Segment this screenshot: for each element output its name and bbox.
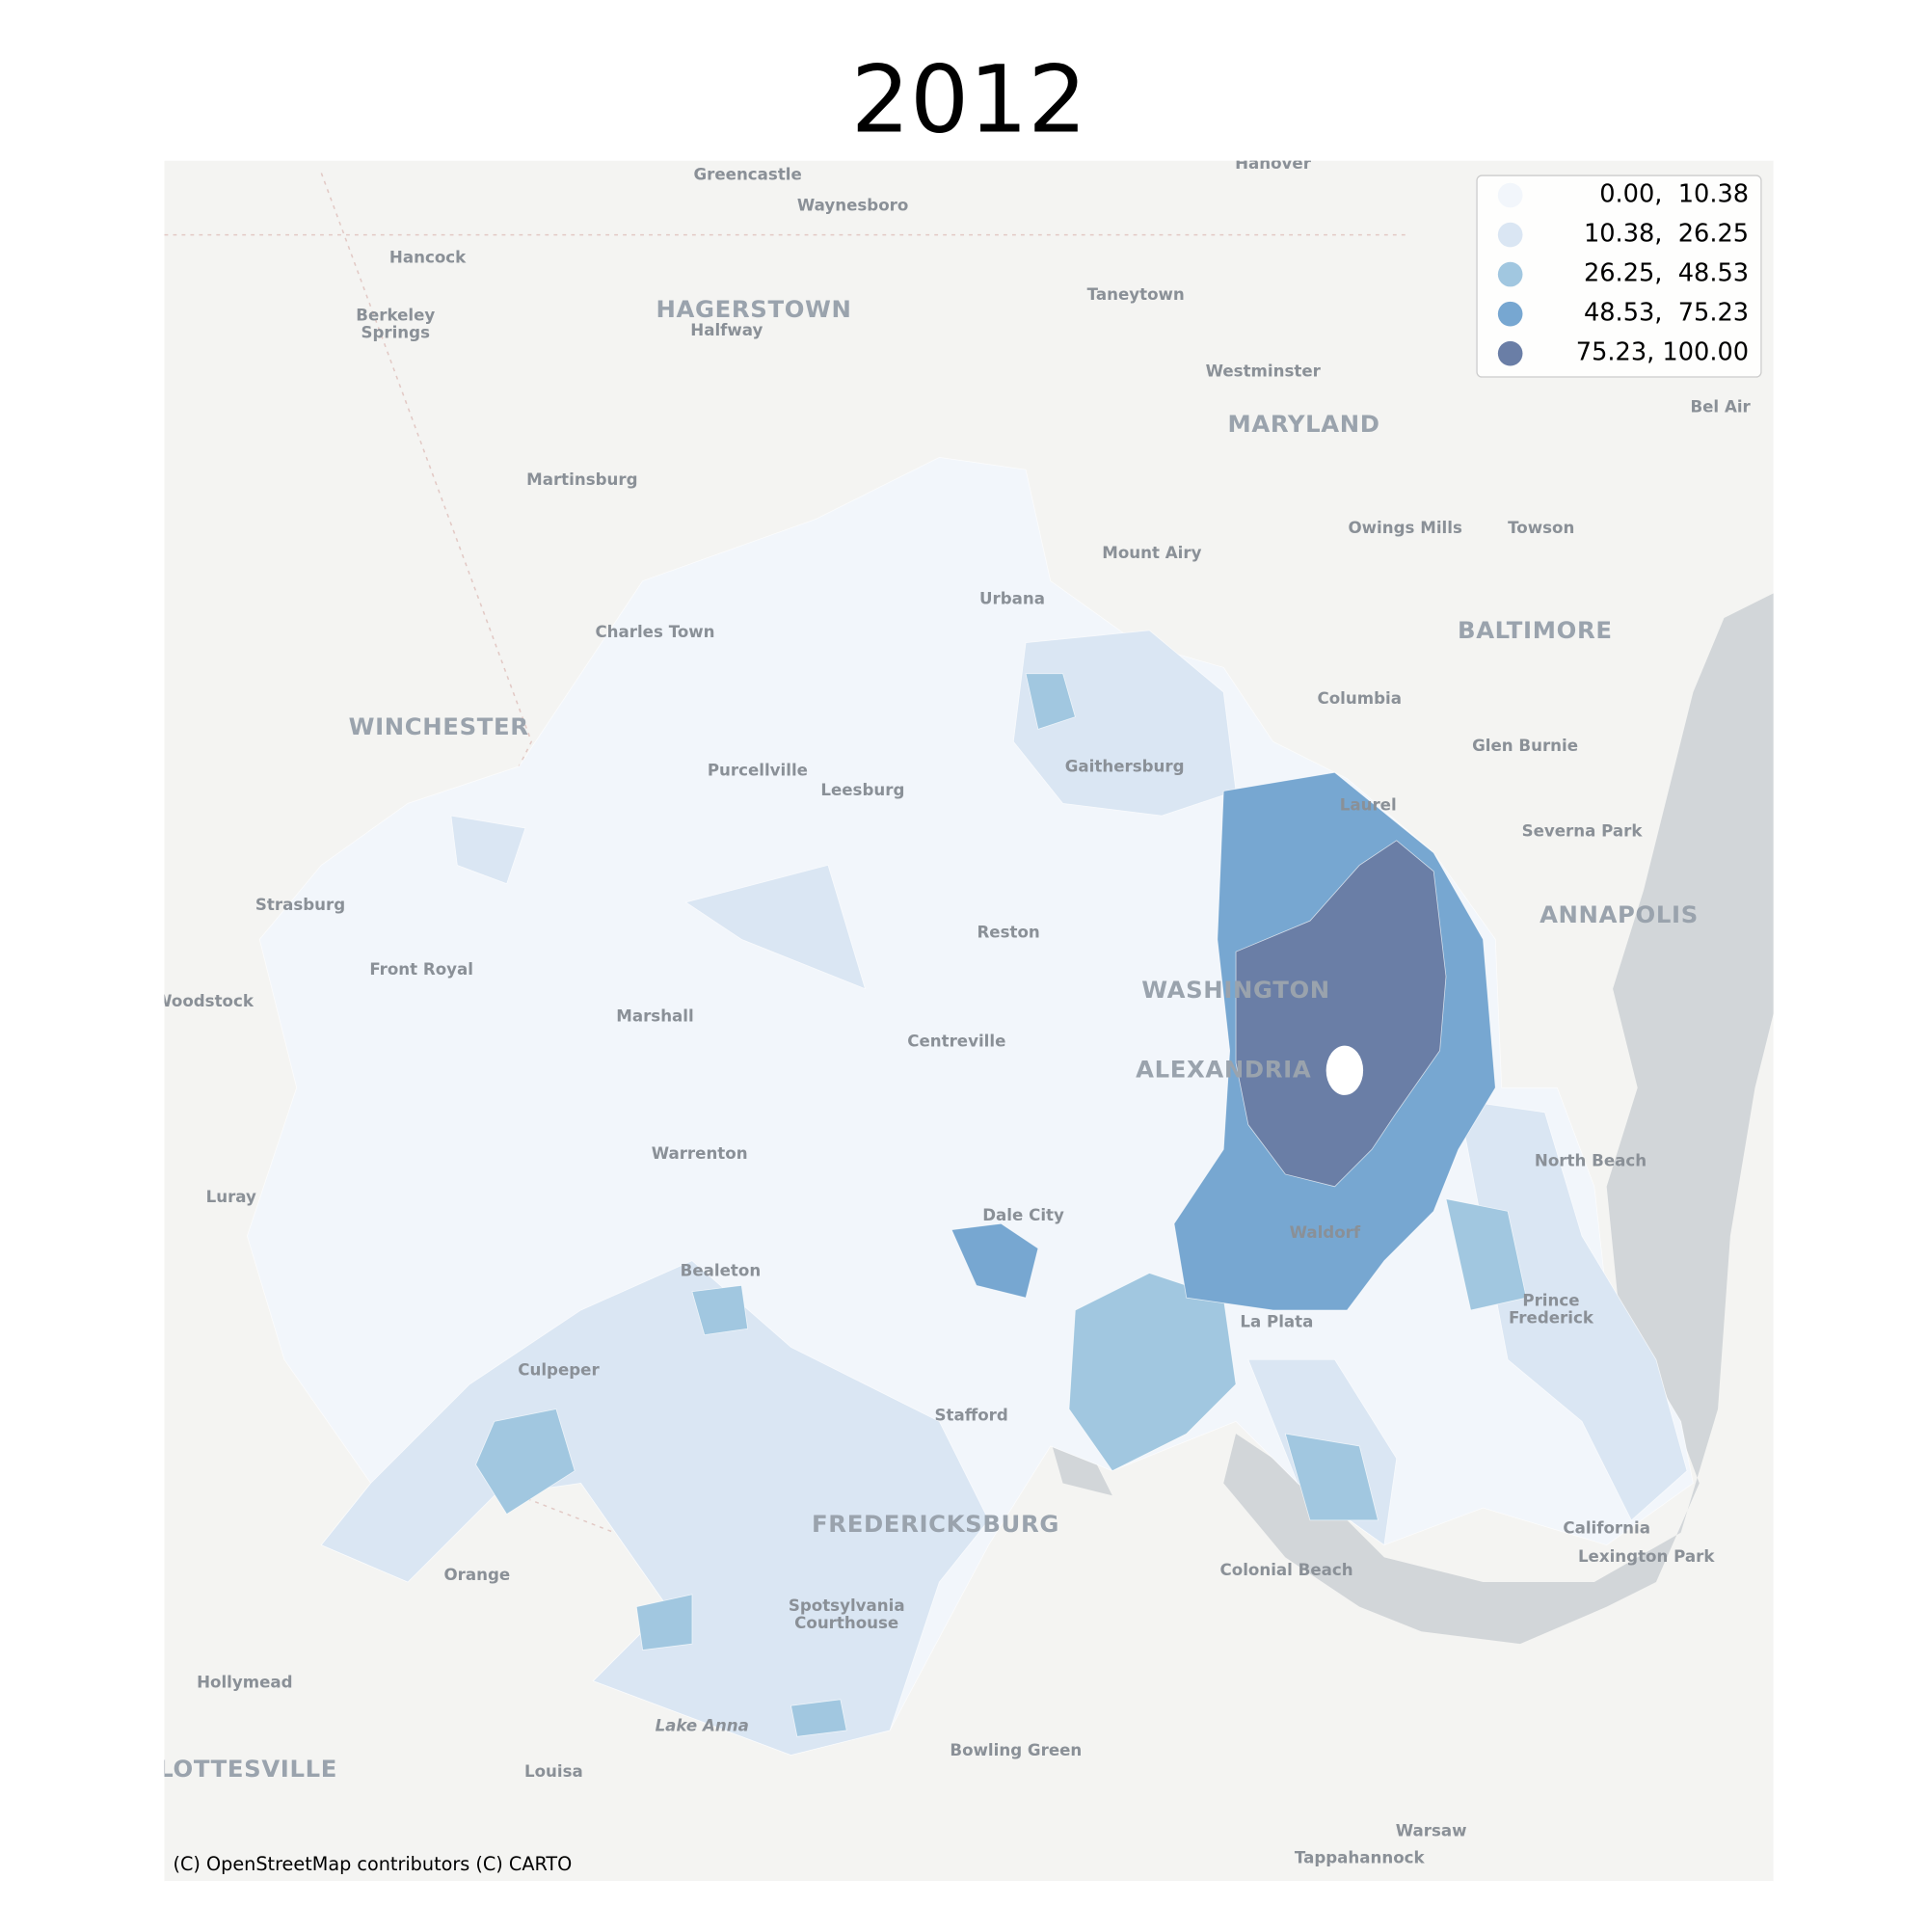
- place-label: WINCHESTER: [349, 712, 529, 740]
- place-label: Columbia: [1318, 689, 1402, 708]
- place-label: WASHINGTON: [1141, 976, 1330, 1004]
- place-label: Waldorf: [1290, 1223, 1361, 1242]
- place-label: Towson: [1508, 519, 1574, 537]
- place-label: Leesburg: [820, 781, 904, 799]
- place-label: BALTIMORE: [1458, 616, 1613, 644]
- place-label: Bowling Green: [950, 1741, 1082, 1759]
- legend-marker: [1497, 222, 1523, 248]
- legend-label: 26.25, 48.53: [1584, 259, 1749, 288]
- place-label: Laurel: [1340, 795, 1397, 814]
- legend-marker: [1497, 301, 1523, 327]
- place-label: Courthouse: [794, 1614, 898, 1632]
- map-title: 2012: [851, 46, 1087, 154]
- place-label: Waynesboro: [797, 197, 908, 215]
- place-label: Warsaw: [1396, 1822, 1467, 1840]
- place-label: Woodstock: [154, 992, 254, 1010]
- place-label: Hollymead: [197, 1674, 292, 1692]
- place-label: Lexington Park: [1578, 1547, 1715, 1566]
- place-label: Culpeper: [518, 1360, 600, 1379]
- place-label: Hanover: [1235, 154, 1312, 173]
- place-label: Prince: [1522, 1291, 1579, 1309]
- region: [475, 673, 1527, 1737]
- place-label: FREDERICKSBURG: [812, 1510, 1059, 1538]
- place-label: Colonial Beach: [1220, 1561, 1353, 1579]
- legend-marker: [1497, 182, 1523, 208]
- place-label: ANNAPOLIS: [1540, 900, 1699, 928]
- place-label: Stafford: [935, 1407, 1008, 1425]
- place-label: Orange: [444, 1566, 511, 1584]
- place-label: Tappahannock: [1295, 1849, 1426, 1867]
- place-label: Bel Air: [1690, 398, 1751, 416]
- legend-marker: [1497, 261, 1523, 287]
- attribution: (C) OpenStreetMap contributors (C) CARTO: [173, 1853, 572, 1875]
- place-label: Luray: [206, 1188, 256, 1206]
- place-label: Halfway: [690, 321, 763, 339]
- legend-label: 75.23, 100.00: [1576, 338, 1749, 367]
- place-label: Greencastle: [693, 166, 801, 184]
- place-label: ALEXANDRIA: [1136, 1055, 1311, 1083]
- legend: 0.00, 10.38 10.38, 26.25 26.25, 48.53 48.53…: [1476, 174, 1762, 378]
- place-label: Dale City: [982, 1206, 1064, 1224]
- place-label: HAGERSTOWN: [656, 295, 852, 323]
- place-label: Lake Anna: [656, 1717, 749, 1735]
- map: Greencastle Hanover Waynesboro Hancock B…: [83, 154, 1774, 1882]
- place-label: Mount Airy: [1102, 544, 1201, 562]
- legend-label: 0.00, 10.38: [1599, 180, 1749, 209]
- place-label: Warrenton: [652, 1144, 748, 1163]
- place-label: Marshall: [616, 1007, 693, 1026]
- place-label: Charles Town: [595, 623, 714, 641]
- place-label: Spotsylvania: [789, 1597, 905, 1615]
- place-label: Louisa: [524, 1762, 583, 1781]
- place-label: CHARLOTTESVILLE: [83, 1755, 337, 1783]
- place-label: Springs: [361, 324, 430, 342]
- place-label: North Beach: [1535, 1152, 1647, 1170]
- place-label: Reston: [977, 923, 1039, 941]
- place-label: Frederick: [1509, 1308, 1594, 1327]
- place-labels: Greencastle Hanover Waynesboro Hancock B…: [83, 154, 1752, 1867]
- choropleth: [247, 456, 1694, 1756]
- legend-marker: [1497, 340, 1523, 366]
- place-label: Berkeley: [356, 307, 435, 325]
- legend-box: [1476, 174, 1762, 378]
- place-label: Severna Park: [1522, 821, 1644, 840]
- place-label: MARYLAND: [1227, 410, 1379, 438]
- place-label: Gaithersburg: [1065, 758, 1185, 776]
- region: [320, 1260, 990, 1756]
- hole: [1326, 1045, 1364, 1095]
- legend-label: 48.53, 75.23: [1584, 299, 1749, 328]
- place-label: Centreville: [907, 1032, 1005, 1050]
- place-label: Taneytown: [1087, 285, 1185, 304]
- place-label: La Plata: [1240, 1312, 1313, 1330]
- place-label: Martinsburg: [526, 470, 637, 489]
- place-label: Strasburg: [255, 896, 345, 914]
- legend-label: 10.38, 26.25: [1584, 220, 1749, 249]
- region: [1235, 840, 1447, 1188]
- place-label: Westminster: [1206, 362, 1322, 380]
- place-label: Urbana: [979, 589, 1045, 607]
- place-label: Glen Burnie: [1472, 737, 1578, 755]
- place-label: Hancock: [389, 248, 467, 266]
- place-label: California: [1563, 1518, 1650, 1537]
- place-label: Front Royal: [369, 960, 473, 979]
- region: [450, 630, 1688, 1546]
- place-label: Purcellville: [708, 762, 808, 780]
- place-label: Owings Mills: [1349, 519, 1462, 537]
- place-label: Bealeton: [681, 1262, 762, 1280]
